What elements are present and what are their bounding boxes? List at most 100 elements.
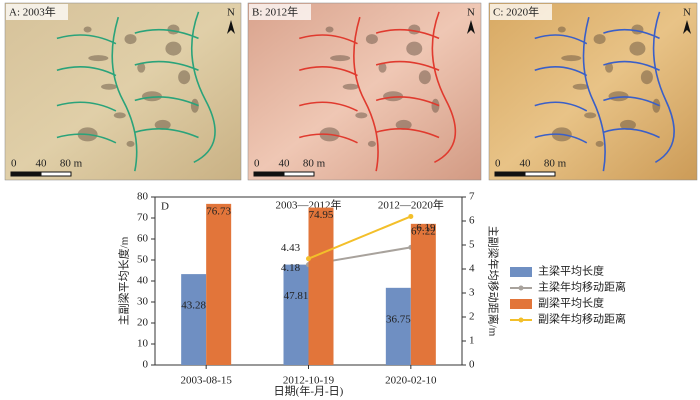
x-tick-label: 2003-08-15 <box>181 375 233 387</box>
north-arrow <box>227 20 235 34</box>
north-label: N <box>683 7 691 19</box>
vegetation-patch <box>383 91 404 102</box>
y-tick-label: 20 <box>137 317 149 329</box>
bar-value-label: 76.73 <box>206 205 231 217</box>
vegetation-patch <box>141 91 162 102</box>
y2-tick-label: 5 <box>469 239 475 251</box>
sub-ridge <box>534 34 588 45</box>
bar-value-label: 43.28 <box>181 300 206 312</box>
vegetation-patch <box>629 41 646 56</box>
scale-bar-half <box>283 171 315 177</box>
vegetation-patch <box>83 26 92 33</box>
vegetation-patch <box>101 83 118 90</box>
scale-label: 40 <box>36 158 48 170</box>
vegetation-patch <box>431 98 440 113</box>
y2-tick-label: 0 <box>469 359 475 371</box>
north-label: N <box>467 7 475 19</box>
vegetation-patch <box>137 62 146 73</box>
sub-ridge <box>603 96 660 107</box>
scale-label: 0 <box>495 158 501 170</box>
x-tick-label: 2012-10-19 <box>283 375 335 387</box>
scale-label: 80 m <box>544 158 567 170</box>
vegetation-patch <box>342 83 359 90</box>
sub-ridge <box>134 28 199 40</box>
sub-ridge <box>603 128 660 139</box>
sub-ridge <box>134 96 199 107</box>
vegetation-patch <box>378 62 387 73</box>
panel-label-bg <box>490 4 552 20</box>
vegetation-patch <box>593 34 606 45</box>
y2-tick-label: 2 <box>469 311 475 323</box>
vegetation-patch <box>190 98 199 113</box>
panel-label-bg <box>6 4 68 20</box>
y2-tick-label: 7 <box>469 191 475 203</box>
vegetation-patch <box>584 112 597 119</box>
bar-value-label: 47.81 <box>284 290 309 302</box>
y2-tick-label: 3 <box>469 287 475 299</box>
main-ridge <box>353 16 379 172</box>
y-tick-label: 0 <box>143 359 149 371</box>
bar-value-label: 36.75 <box>386 313 411 325</box>
vegetation-patch <box>561 55 582 62</box>
scale-bar-half <box>524 171 556 177</box>
vegetation-patch <box>572 83 589 90</box>
bar <box>410 223 436 365</box>
vegetation-patch <box>88 55 109 62</box>
vegetation-patch <box>355 112 368 119</box>
main-ridge <box>111 16 138 172</box>
line <box>308 215 412 260</box>
main-ridge <box>582 16 606 172</box>
vegetation-patch <box>608 91 629 102</box>
scale-label: 40 <box>279 158 291 170</box>
line-value-label: 4.18 <box>281 262 301 274</box>
panel-label-bg <box>249 4 311 20</box>
y-tick-label: 50 <box>137 254 149 266</box>
sub-ridge <box>534 133 588 144</box>
legend-label: 副梁年均移动距离 <box>538 312 626 326</box>
vegetation-patch <box>330 55 351 62</box>
vegetation-patch <box>406 41 423 56</box>
sub-ridge <box>603 28 660 40</box>
y2-tick-label: 6 <box>469 215 475 227</box>
bar <box>385 287 411 365</box>
y-tick-label: 10 <box>137 338 149 350</box>
vegetation-patch <box>124 34 137 45</box>
north-arrow <box>467 20 475 34</box>
scale-label: 40 <box>520 158 532 170</box>
panel-label: D <box>161 201 169 213</box>
scale-label: 80 m <box>60 158 83 170</box>
vegetation-patch <box>640 70 653 85</box>
line-value-label: 4.43 <box>281 242 301 254</box>
sub-ridge <box>534 101 588 112</box>
bar <box>283 264 309 365</box>
bar <box>181 274 207 365</box>
vegetation-patch <box>418 70 431 85</box>
sub-ridge <box>375 60 440 71</box>
x-axis-label: 日期(年-月-日) <box>274 384 344 398</box>
north-label: N <box>227 7 235 19</box>
vegetation-patch <box>595 140 604 147</box>
legend-swatch <box>510 267 532 277</box>
vegetation-patch <box>395 119 412 130</box>
bar <box>308 207 334 365</box>
annotation: 2012—2020年 <box>378 198 444 212</box>
legend-label: 副梁平均长度 <box>538 296 604 310</box>
main-ridge <box>190 11 216 164</box>
legend-label: 主梁年均移动距离 <box>538 280 626 294</box>
y-tick-label: 70 <box>137 212 149 224</box>
bar <box>206 203 232 365</box>
main-ridge <box>652 11 675 163</box>
vegetation-patch <box>126 140 135 147</box>
y-tick-label: 80 <box>137 191 149 203</box>
sub-ridge <box>134 60 199 71</box>
legend-dot <box>518 285 524 291</box>
vegetation-patch <box>165 41 182 56</box>
line-value-label: 6.19 <box>416 222 436 234</box>
legend-label: 主梁平均长度 <box>538 264 604 278</box>
scale-label: 0 <box>11 158 17 170</box>
vegetation-patch <box>178 70 191 85</box>
vegetation-patch <box>605 62 614 73</box>
y-tick-label: 60 <box>137 233 149 245</box>
sub-ridge <box>56 101 117 112</box>
